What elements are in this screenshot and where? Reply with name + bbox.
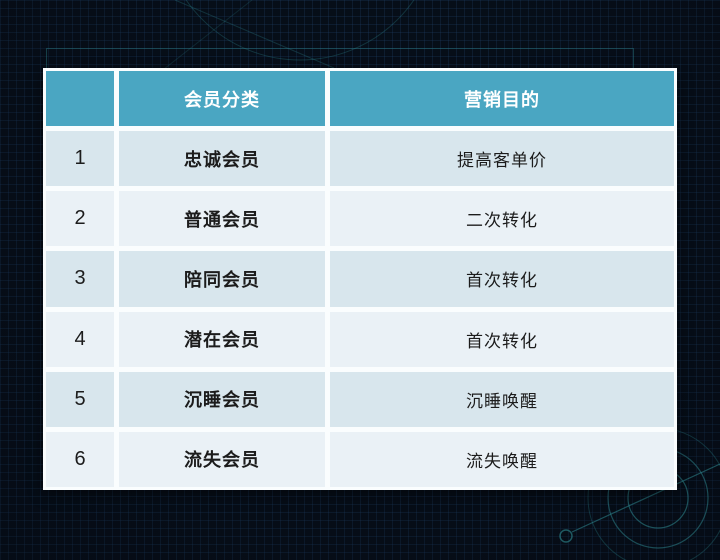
marketing-purpose-cell: 首次转化: [330, 251, 674, 307]
decorative-node-circle: [559, 529, 573, 543]
row-index-cell: 4: [46, 311, 114, 367]
member-category-cell: 沉睡会员: [119, 371, 325, 427]
row-index-cell: 1: [46, 131, 114, 187]
decorative-connector-line: [571, 463, 720, 533]
row-index-cell: 6: [46, 431, 114, 487]
header-cell-purpose: 营销目的: [330, 71, 674, 127]
member-category-cell: 流失会员: [119, 431, 325, 487]
marketing-purpose-cell: 流失唤醒: [330, 431, 674, 487]
row-index-cell: 3: [46, 251, 114, 307]
marketing-purpose-cell: 首次转化: [330, 311, 674, 367]
header-cell-category: 会员分类: [119, 71, 325, 127]
row-index-cell: 2: [46, 191, 114, 247]
member-category-cell: 陪同会员: [119, 251, 325, 307]
decorative-top-line-2: [149, 0, 253, 81]
member-category-cell: 潜在会员: [119, 311, 325, 367]
member-category-cell: 普通会员: [119, 191, 325, 247]
row-index-cell: 5: [46, 371, 114, 427]
member-classification-table: 会员分类 营销目的 1 忠诚会员 提高客单价 2 普通会员 二次转化 3 陪同会…: [43, 68, 677, 490]
decorative-top-arc: [185, 0, 415, 61]
decorative-top-line: [174, 0, 335, 69]
marketing-purpose-cell: 沉睡唤醒: [330, 371, 674, 427]
member-category-cell: 忠诚会员: [119, 131, 325, 187]
marketing-purpose-cell: 二次转化: [330, 191, 674, 247]
header-cell-index: [46, 71, 114, 127]
marketing-purpose-cell: 提高客单价: [330, 131, 674, 187]
